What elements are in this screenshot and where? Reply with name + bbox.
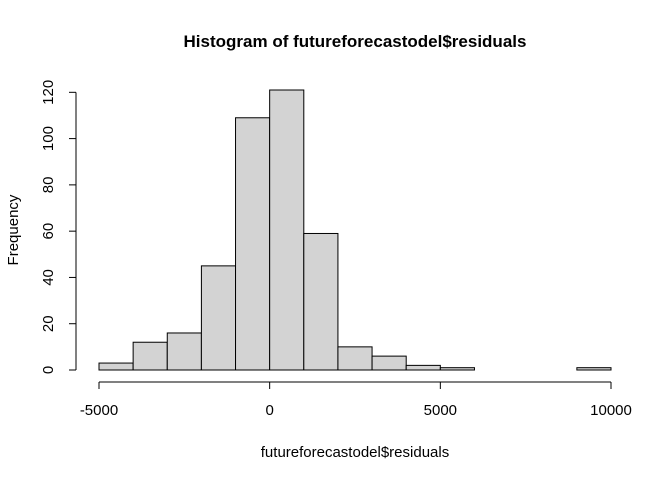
y-tick-label: 0 bbox=[40, 366, 57, 374]
histogram-bar bbox=[303, 232, 339, 371]
histogram-bar bbox=[132, 341, 168, 371]
y-tick-label: 60 bbox=[40, 223, 57, 240]
x-tick-label: 5000 bbox=[424, 402, 457, 419]
x-tick-label: -5000 bbox=[80, 402, 118, 419]
histogram-bars bbox=[98, 89, 612, 371]
y-tick-label: 100 bbox=[40, 126, 57, 151]
histogram-bar bbox=[235, 117, 271, 371]
histogram-bar bbox=[371, 355, 407, 371]
histogram-bar bbox=[200, 265, 237, 371]
histogram-bar bbox=[439, 367, 475, 371]
y-axis-label: Frequency bbox=[5, 194, 22, 265]
histogram-bar bbox=[269, 89, 305, 371]
y-tick-label: 80 bbox=[40, 177, 57, 194]
y-tick-label: 40 bbox=[40, 269, 57, 286]
x-axis-label: futureforecastodel$residuals bbox=[261, 444, 449, 461]
y-axis: 0 20 40 60 80 100 120 bbox=[40, 80, 77, 374]
histogram-bar bbox=[98, 362, 134, 371]
histogram-bar bbox=[405, 364, 441, 371]
histogram-bar bbox=[337, 346, 373, 371]
y-tick-label: 120 bbox=[40, 80, 57, 105]
histogram-bar bbox=[166, 332, 202, 371]
chart-title: Histogram of futureforecastodel$residual… bbox=[184, 32, 527, 51]
y-tick-label: 20 bbox=[40, 315, 57, 332]
x-axis: -5000 0 5000 10000 bbox=[80, 381, 632, 419]
x-tick-label: 0 bbox=[265, 402, 273, 419]
histogram-bar bbox=[576, 367, 612, 371]
x-tick-label: 10000 bbox=[590, 402, 632, 419]
